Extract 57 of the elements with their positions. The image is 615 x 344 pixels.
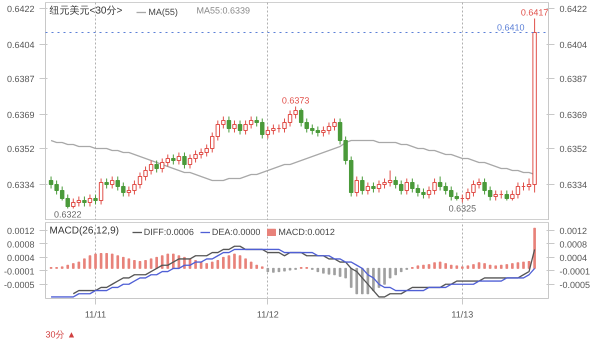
- y-tick-label: 0.6404: [6, 40, 35, 50]
- annotation: 0.6373: [282, 96, 310, 106]
- y-tick-label: 0.0004: [6, 252, 35, 263]
- y2-tick-label: -0.0005: [560, 280, 590, 290]
- y-tick-label: 0.0008: [6, 239, 35, 250]
- x-tick-label: 11/12: [256, 310, 279, 320]
- y2-tick-label: 0.6422: [560, 4, 588, 14]
- candlestick: [182, 152, 187, 169]
- legend-label: MACD:0.0012: [278, 227, 335, 237]
- annotation: 0.6325: [448, 204, 476, 214]
- x-tick-label: 11/13: [451, 310, 474, 320]
- legend-label: DEA:0.0000: [212, 227, 260, 237]
- y2-tick-label: 0.6334: [560, 180, 588, 190]
- candlestick: [404, 178, 409, 195]
- candlestick: [98, 178, 104, 205]
- candlestick: [110, 176, 114, 189]
- annotation: 0.6322: [54, 210, 82, 220]
- y-tick-label: 0.6422: [6, 4, 35, 14]
- y2-tick-label: 0.6387: [560, 74, 588, 84]
- x-tick-label: 11/11: [84, 310, 106, 320]
- candlestick: [176, 152, 182, 165]
- candlestick: [371, 182, 376, 193]
- y2-tick-label: 0.6404: [560, 40, 588, 50]
- chart-title: MACD(26,12,9): [50, 226, 119, 236]
- candlestick: [88, 194, 92, 207]
- text: 30分 ▲: [46, 330, 76, 340]
- candlestick: [354, 176, 359, 197]
- candlestick: [504, 190, 510, 201]
- candlestick: [171, 154, 176, 165]
- legend-label: DIFF:0.0006: [144, 227, 194, 237]
- y2-tick-label: -0.0001: [560, 266, 590, 276]
- candlestick: [360, 176, 365, 195]
- y2-tick-label: 0.6369: [560, 110, 588, 120]
- y2-tick-label: 0.6352: [560, 144, 588, 154]
- y-tick-label: -0.0005: [4, 280, 35, 290]
- candlestick: [82, 196, 87, 207]
- legend-label: MA(55): [148, 7, 178, 17]
- y-tick-label: 0.0012: [6, 226, 35, 236]
- candlestick: [232, 120, 237, 133]
- y2-tick-label: 0.0004: [560, 252, 588, 263]
- candlestick: [104, 178, 109, 189]
- y-tick-label: 0.6369: [6, 110, 35, 120]
- ref-line-label: 0.6410: [496, 22, 525, 32]
- y-tick-label: -0.0001: [4, 266, 35, 276]
- y-tick-label: 0.6334: [6, 180, 35, 190]
- y2-tick-label: 0.0008: [560, 239, 588, 250]
- annotation: MA55:0.6339: [196, 6, 250, 16]
- y-tick-label: 0.6352: [6, 144, 35, 154]
- candlestick: [366, 182, 370, 195]
- candlestick: [93, 194, 98, 205]
- candlestick: [154, 160, 159, 173]
- y-tick-label: 0.6387: [6, 74, 35, 84]
- candlestick: [238, 120, 242, 135]
- y2-tick-label: 0.0012: [560, 226, 588, 236]
- candlestick: [226, 116, 232, 133]
- annotation: 0.6417: [520, 8, 548, 18]
- chart-title: 纽元美元<30分>: [50, 4, 122, 16]
